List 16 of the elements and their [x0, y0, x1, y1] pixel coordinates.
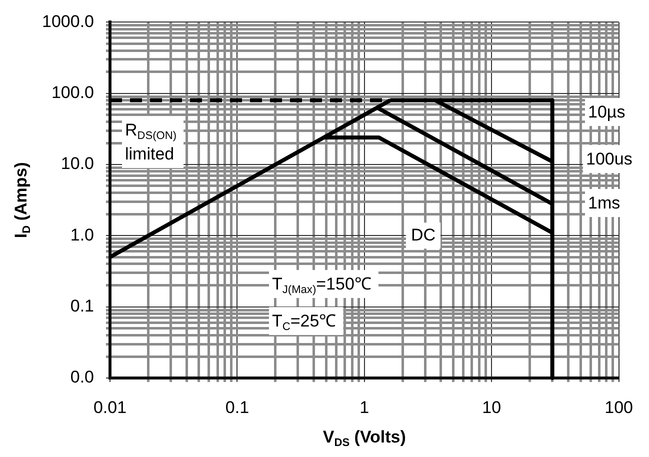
x-tick-label: 0.1 [225, 398, 250, 417]
x-tick-label: 1 [360, 398, 370, 417]
x-tick-label: 10 [482, 398, 502, 417]
annotation: DC [410, 225, 436, 244]
y-axis-title: ID (Amps) [12, 162, 33, 238]
annotation: 10µs [588, 102, 626, 122]
y-tick-label: 0.0 [70, 368, 94, 387]
y-tick-label: 10.0 [60, 154, 94, 174]
x-tick-label: 100 [604, 398, 634, 417]
annotation: 1ms [588, 194, 620, 213]
y-tick-label: 1.0 [70, 225, 94, 244]
x-tick-label: 0.01 [93, 398, 127, 417]
y-tick-label: 100.0 [51, 83, 94, 102]
annotation: 100us [586, 150, 632, 169]
y-tick-label: 0.1 [70, 296, 94, 316]
y-tick-label: 1000.0 [42, 12, 94, 31]
